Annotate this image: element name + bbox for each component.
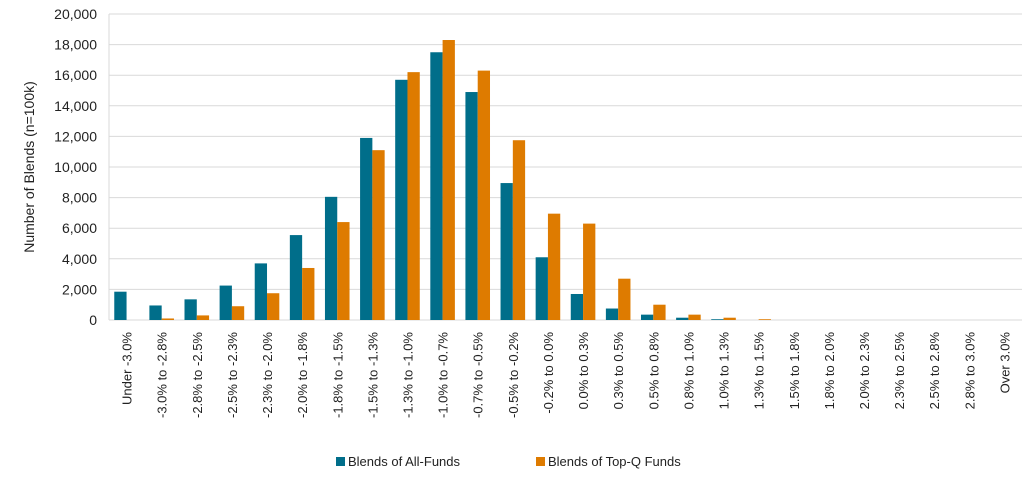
- x-tick-label: -2.0% to -1.8%: [295, 332, 310, 418]
- x-tick-label: 2.3% to 2.5%: [892, 332, 907, 410]
- bar-top-q: [231, 306, 245, 320]
- legend-label-all-funds: Blends of All-Funds: [348, 454, 461, 469]
- y-tick-label: 14,000: [54, 98, 97, 114]
- bar-top-q: [688, 314, 701, 320]
- bar-top-q: [547, 213, 561, 320]
- bar-top-q: [583, 223, 596, 320]
- legend-label-top-q: Blends of Top-Q Funds: [548, 454, 681, 469]
- x-tick-label: 0.3% to 0.5%: [611, 332, 626, 410]
- x-tick-label: -0.5% to -0.2%: [506, 332, 521, 418]
- x-tick-label: -1.5% to -1.3%: [365, 332, 380, 418]
- x-tick-label: 2.5% to 2.8%: [927, 332, 942, 410]
- bar-all-funds: [184, 299, 197, 320]
- x-tick-label: 0.5% to 0.8%: [646, 332, 661, 410]
- y-tick-label: 4,000: [62, 251, 97, 267]
- x-tick-label: -3.0% to -2.8%: [155, 332, 170, 418]
- legend: Blends of All-Funds Blends of Top-Q Fund…: [336, 454, 681, 469]
- y-tick-label: 20,000: [54, 6, 97, 22]
- y-tick-label: 0: [89, 312, 97, 328]
- bar-all-funds: [676, 317, 689, 320]
- y-tick-label: 2,000: [62, 281, 97, 297]
- bar-top-q: [653, 304, 666, 320]
- x-tick-label: 1.8% to 2.0%: [822, 332, 837, 410]
- bar-all-funds: [605, 308, 619, 320]
- bar-top-q: [477, 70, 491, 320]
- bar-top-q: [407, 72, 420, 320]
- x-tick-label: Under -3.0%: [120, 332, 135, 405]
- y-axis-label: Number of Blends (n=100k): [21, 81, 37, 253]
- bar-all-funds: [219, 285, 232, 320]
- bar-all-funds: [395, 79, 408, 320]
- bar-top-q: [161, 318, 174, 320]
- x-tick-label: 2.8% to 3.0%: [962, 332, 977, 410]
- x-tick-label: Over 3.0%: [997, 332, 1012, 394]
- bar-top-q: [337, 222, 350, 320]
- x-tick-label: 1.3% to 1.5%: [752, 332, 767, 410]
- bar-all-funds: [114, 291, 127, 320]
- bar-all-funds: [324, 196, 338, 320]
- legend-swatch-top-q: [536, 457, 545, 466]
- x-tick-label: -1.8% to -1.5%: [330, 332, 345, 418]
- y-tick-label: 12,000: [54, 128, 97, 144]
- y-tick-label: 6,000: [62, 220, 97, 236]
- bar-top-q: [723, 317, 736, 320]
- x-tick-label: -2.5% to -2.3%: [225, 332, 240, 418]
- y-tick-label: 18,000: [54, 37, 97, 53]
- bar-all-funds: [711, 319, 724, 320]
- bar-all-funds: [465, 92, 478, 320]
- bar-top-q: [442, 40, 455, 320]
- bar-all-funds: [360, 137, 373, 320]
- y-tick-label: 8,000: [62, 190, 97, 206]
- bar-top-q: [302, 267, 315, 320]
- x-tick-label: -2.3% to -2.0%: [260, 332, 275, 418]
- bar-top-q: [512, 140, 526, 320]
- bar-all-funds: [289, 235, 303, 320]
- x-tick-label: 0.8% to 1.0%: [681, 332, 696, 410]
- bar-top-q: [267, 293, 280, 320]
- x-tick-label: -1.3% to -1.0%: [400, 332, 415, 418]
- bar-top-q: [196, 315, 210, 320]
- x-tick-label: -1.0% to -0.7%: [436, 332, 451, 418]
- x-tick-label: -0.7% to -0.5%: [471, 332, 486, 418]
- bar-all-funds: [254, 263, 268, 320]
- x-tick-label: -0.2% to 0.0%: [541, 332, 556, 414]
- bar-all-funds: [149, 305, 162, 320]
- x-tick-label: 2.0% to 2.3%: [857, 332, 872, 410]
- x-tick-label: 0.0% to 0.3%: [576, 332, 591, 410]
- legend-swatch-all-funds: [336, 457, 345, 466]
- bar-top-q: [618, 278, 631, 320]
- bar-all-funds: [570, 293, 584, 320]
- x-tick-label: 1.5% to 1.8%: [787, 332, 802, 410]
- bar-all-funds: [535, 257, 548, 320]
- bar-top-q: [372, 150, 385, 320]
- x-tick-label: -2.8% to -2.5%: [190, 332, 205, 418]
- bar-all-funds: [500, 183, 513, 320]
- y-tick-label: 10,000: [54, 159, 97, 175]
- bar-all-funds: [430, 52, 443, 320]
- x-tick-label: 1.0% to 1.3%: [717, 332, 732, 410]
- y-tick-label: 16,000: [54, 67, 97, 83]
- bar-top-q: [758, 319, 771, 320]
- bar-all-funds: [640, 314, 654, 320]
